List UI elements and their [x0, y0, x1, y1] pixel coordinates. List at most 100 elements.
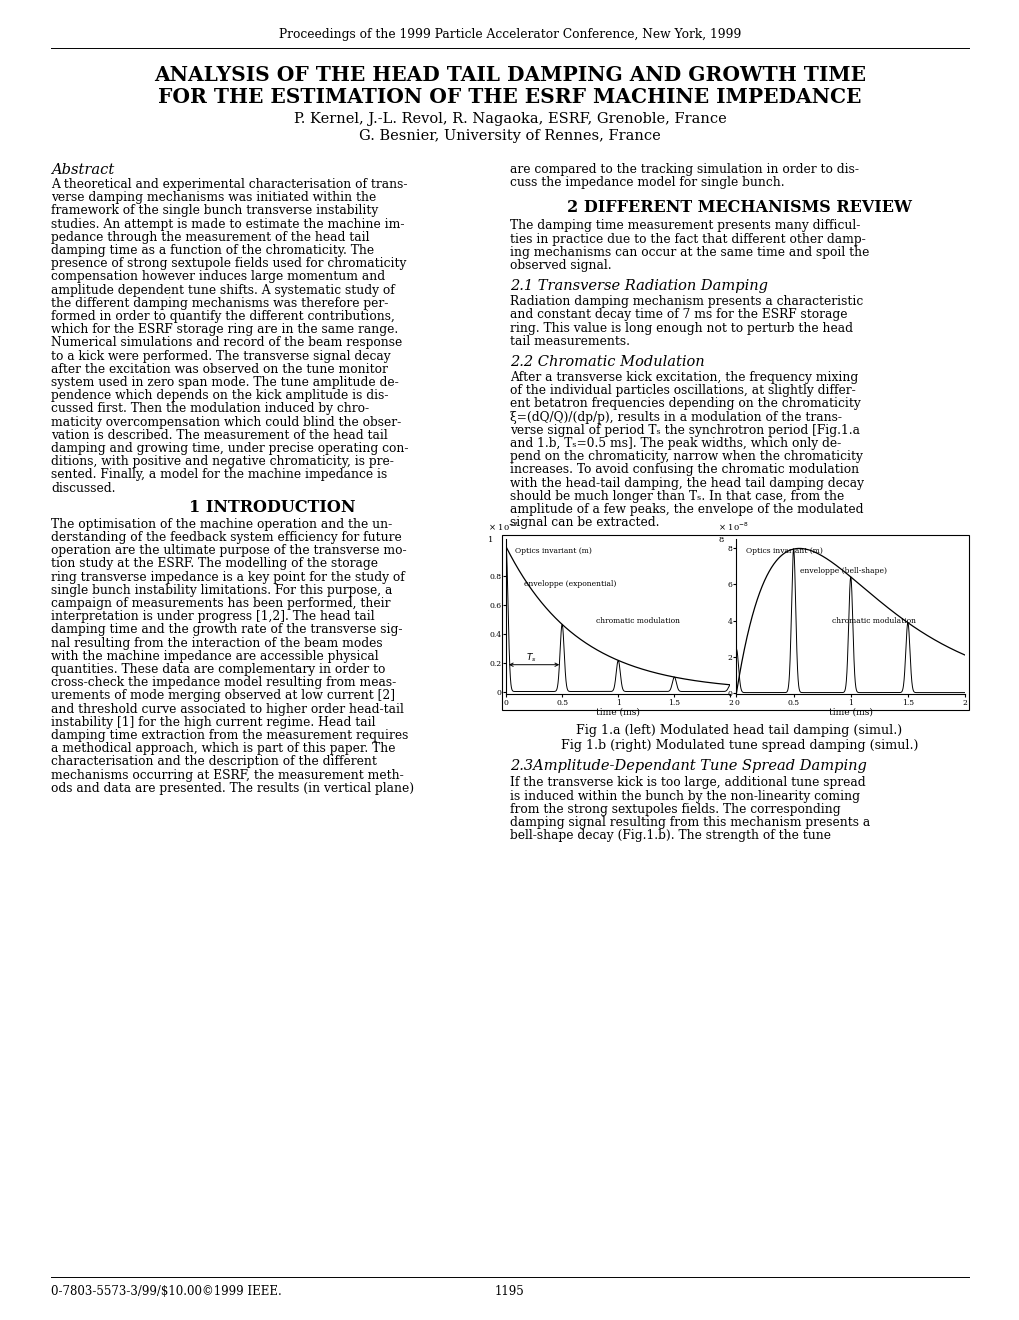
Text: 1 INTRODUCTION: 1 INTRODUCTION — [190, 499, 356, 516]
Text: damping time extraction from the measurement requires: damping time extraction from the measure… — [51, 729, 408, 742]
Text: A theoretical and experimental characterisation of trans-: A theoretical and experimental character… — [51, 178, 408, 191]
X-axis label: time (ms): time (ms) — [828, 708, 872, 717]
Text: damping time and the growth rate of the transverse sig-: damping time and the growth rate of the … — [51, 623, 403, 636]
Text: tail measurements.: tail measurements. — [510, 335, 630, 347]
Text: $T_s$: $T_s$ — [526, 651, 536, 664]
Text: framework of the single bunch transverse instability: framework of the single bunch transverse… — [51, 205, 378, 218]
Text: and constant decay time of 7 ms for the ESRF storage: and constant decay time of 7 ms for the … — [510, 309, 847, 321]
Text: compensation however induces large momentum and: compensation however induces large momen… — [51, 271, 385, 284]
Text: urements of mode merging observed at low current [2]: urements of mode merging observed at low… — [51, 689, 394, 702]
Text: instability [1] for the high current regime. Head tail: instability [1] for the high current reg… — [51, 715, 375, 729]
Text: mechanisms occurring at ESRF, the measurement meth-: mechanisms occurring at ESRF, the measur… — [51, 768, 404, 781]
Text: damping signal resulting from this mechanism presents a: damping signal resulting from this mecha… — [510, 816, 869, 829]
Text: If the transverse kick is too large, additional tune spread: If the transverse kick is too large, add… — [510, 776, 865, 789]
Text: Numerical simulations and record of the beam response: Numerical simulations and record of the … — [51, 337, 401, 350]
Text: 2.2 Chromatic Modulation: 2.2 Chromatic Modulation — [510, 355, 704, 370]
Text: Optics invariant (m): Optics invariant (m) — [515, 548, 591, 556]
Text: $\times$ 10$^{-8}$: $\times$ 10$^{-8}$ — [717, 521, 748, 533]
Text: 1: 1 — [487, 536, 493, 544]
Text: damping time as a function of the chromaticity. The: damping time as a function of the chroma… — [51, 244, 374, 257]
Text: tion study at the ESRF. The modelling of the storage: tion study at the ESRF. The modelling of… — [51, 557, 378, 570]
Text: 8: 8 — [717, 536, 722, 544]
Bar — [501, 536, 968, 710]
Text: discussed.: discussed. — [51, 482, 115, 495]
Text: After a transverse kick excitation, the frequency mixing: After a transverse kick excitation, the … — [510, 371, 857, 384]
Text: damping and growing time, under precise operating con-: damping and growing time, under precise … — [51, 442, 408, 455]
Text: quantities. These data are complementary in order to: quantities. These data are complementary… — [51, 663, 385, 676]
Text: signal can be extracted.: signal can be extracted. — [510, 516, 659, 529]
Text: 2.3Amplitude-Dependant Tune Spread Damping: 2.3Amplitude-Dependant Tune Spread Dampi… — [510, 759, 866, 774]
Text: to a kick were performed. The transverse signal decay: to a kick were performed. The transverse… — [51, 350, 390, 363]
Text: amplitude of a few peaks, the envelope of the modulated: amplitude of a few peaks, the envelope o… — [510, 503, 863, 516]
Text: ent betatron frequencies depending on the chromaticity: ent betatron frequencies depending on th… — [510, 397, 860, 411]
Text: campaign of measurements has been performed, their: campaign of measurements has been perfor… — [51, 597, 390, 610]
Text: 0-7803-5573-3/99/$10.00©1999 IEEE.: 0-7803-5573-3/99/$10.00©1999 IEEE. — [51, 1284, 281, 1298]
Text: Fig 1.a (left) Modulated head tail damping (simul.): Fig 1.a (left) Modulated head tail dampi… — [576, 725, 902, 738]
Text: cuss the impedance model for single bunch.: cuss the impedance model for single bunc… — [510, 176, 784, 189]
Text: with the machine impedance are accessible physical: with the machine impedance are accessibl… — [51, 649, 378, 663]
Text: amplitude dependent tune shifts. A systematic study of: amplitude dependent tune shifts. A syste… — [51, 284, 394, 297]
Text: chromatic modulation: chromatic modulation — [595, 616, 679, 626]
Text: Radiation damping mechanism presents a characteristic: Radiation damping mechanism presents a c… — [510, 296, 862, 308]
Text: Abstract: Abstract — [51, 162, 114, 177]
Text: characterisation and the description of the different: characterisation and the description of … — [51, 755, 376, 768]
Text: after the excitation was observed on the tune monitor: after the excitation was observed on the… — [51, 363, 387, 376]
X-axis label: time (ms): time (ms) — [596, 708, 640, 717]
Text: studies. An attempt is made to estimate the machine im-: studies. An attempt is made to estimate … — [51, 218, 405, 231]
Text: vation is described. The measurement of the head tail: vation is described. The measurement of … — [51, 429, 387, 442]
Text: are compared to the tracking simulation in order to dis-: are compared to the tracking simulation … — [510, 162, 858, 176]
Text: pend on the chromaticity, narrow when the chromaticity: pend on the chromaticity, narrow when th… — [510, 450, 862, 463]
Text: which for the ESRF storage ring are in the same range.: which for the ESRF storage ring are in t… — [51, 323, 397, 337]
Text: increases. To avoid confusing the chromatic modulation: increases. To avoid confusing the chroma… — [510, 463, 858, 477]
Text: enveloppe (bell-shape): enveloppe (bell-shape) — [800, 568, 887, 576]
Text: of the individual particles oscillations, at slightly differ-: of the individual particles oscillations… — [510, 384, 855, 397]
Text: ditions, with positive and negative chromaticity, is pre-: ditions, with positive and negative chro… — [51, 455, 393, 469]
Text: from the strong sextupoles fields. The corresponding: from the strong sextupoles fields. The c… — [510, 803, 840, 816]
Text: P. Kernel, J.-L. Revol, R. Nagaoka, ESRF, Grenoble, France: P. Kernel, J.-L. Revol, R. Nagaoka, ESRF… — [293, 112, 726, 125]
Text: 2 DIFFERENT MECHANISMS REVIEW: 2 DIFFERENT MECHANISMS REVIEW — [567, 199, 911, 216]
Text: verse damping mechanisms was initiated within the: verse damping mechanisms was initiated w… — [51, 191, 376, 205]
Text: The damping time measurement presents many difficul-: The damping time measurement presents ma… — [510, 219, 860, 232]
Text: and 1.b, Tₛ=0.5 ms]. The peak widths, which only de-: and 1.b, Tₛ=0.5 ms]. The peak widths, wh… — [510, 437, 841, 450]
Text: G. Besnier, University of Rennes, France: G. Besnier, University of Rennes, France — [359, 129, 660, 143]
Text: $\times$ 10$^{-7}$: $\times$ 10$^{-7}$ — [487, 521, 518, 533]
Text: Fig 1.b (right) Modulated tune spread damping (simul.): Fig 1.b (right) Modulated tune spread da… — [560, 739, 917, 752]
Text: pedance through the measurement of the head tail: pedance through the measurement of the h… — [51, 231, 369, 244]
Text: formed in order to quantify the different contributions,: formed in order to quantify the differen… — [51, 310, 394, 323]
Text: should be much longer than Tₛ. In that case, from the: should be much longer than Tₛ. In that c… — [510, 490, 844, 503]
Text: ring. This value is long enough not to perturb the head: ring. This value is long enough not to p… — [510, 322, 852, 334]
Text: 1195: 1195 — [494, 1284, 525, 1298]
Text: with the head-tail damping, the head tail damping decay: with the head-tail damping, the head tai… — [510, 477, 863, 490]
Text: system used in zero span mode. The tune amplitude de-: system used in zero span mode. The tune … — [51, 376, 398, 389]
Text: ξ=(dQ/Q)/(dp/p), results in a modulation of the trans-: ξ=(dQ/Q)/(dp/p), results in a modulation… — [510, 411, 841, 424]
Text: 2.1 Transverse Radiation Damping: 2.1 Transverse Radiation Damping — [510, 280, 767, 293]
Text: operation are the ultimate purpose of the transverse mo-: operation are the ultimate purpose of th… — [51, 544, 407, 557]
Text: cross-check the impedance model resulting from meas-: cross-check the impedance model resultin… — [51, 676, 395, 689]
Text: presence of strong sextupole fields used for chromaticity: presence of strong sextupole fields used… — [51, 257, 406, 271]
Text: ANALYSIS OF THE HEAD TAIL DAMPING AND GROWTH TIME: ANALYSIS OF THE HEAD TAIL DAMPING AND GR… — [154, 65, 865, 84]
Text: ods and data are presented. The results (in vertical plane): ods and data are presented. The results … — [51, 781, 414, 795]
Text: FOR THE ESTIMATION OF THE ESRF MACHINE IMPEDANCE: FOR THE ESTIMATION OF THE ESRF MACHINE I… — [158, 87, 861, 107]
Text: pendence which depends on the kick amplitude is dis-: pendence which depends on the kick ampli… — [51, 389, 388, 403]
Text: verse signal of period Tₛ the synchrotron period [Fig.1.a: verse signal of period Tₛ the synchrotro… — [510, 424, 859, 437]
Text: nal resulting from the interaction of the beam modes: nal resulting from the interaction of th… — [51, 636, 382, 649]
Text: Optics invariant (m): Optics invariant (m) — [745, 548, 821, 556]
Text: ing mechanisms can occur at the same time and spoil the: ing mechanisms can occur at the same tim… — [510, 246, 868, 259]
Text: the different damping mechanisms was therefore per-: the different damping mechanisms was the… — [51, 297, 388, 310]
Text: observed signal.: observed signal. — [510, 259, 611, 272]
Text: and threshold curve associated to higher order head-tail: and threshold curve associated to higher… — [51, 702, 404, 715]
Text: a methodical approach, which is part of this paper. The: a methodical approach, which is part of … — [51, 742, 395, 755]
Text: Proceedings of the 1999 Particle Accelerator Conference, New York, 1999: Proceedings of the 1999 Particle Acceler… — [278, 28, 741, 41]
Text: cussed first. Then the modulation induced by chro-: cussed first. Then the modulation induce… — [51, 403, 369, 416]
Text: sented. Finally, a model for the machine impedance is: sented. Finally, a model for the machine… — [51, 469, 387, 482]
Text: ring transverse impedance is a key point for the study of: ring transverse impedance is a key point… — [51, 570, 405, 583]
Text: ties in practice due to the fact that different other damp-: ties in practice due to the fact that di… — [510, 232, 865, 246]
Text: single bunch instability limitations. For this purpose, a: single bunch instability limitations. Fo… — [51, 583, 392, 597]
Text: The optimisation of the machine operation and the un-: The optimisation of the machine operatio… — [51, 517, 392, 531]
Text: interpretation is under progress [1,2]. The head tail: interpretation is under progress [1,2]. … — [51, 610, 374, 623]
Text: bell-shape decay (Fig.1.b). The strength of the tune: bell-shape decay (Fig.1.b). The strength… — [510, 829, 830, 842]
Text: maticity overcompensation which could blind the obser-: maticity overcompensation which could bl… — [51, 416, 400, 429]
Text: derstanding of the feedback system efficiency for future: derstanding of the feedback system effic… — [51, 531, 401, 544]
Text: is induced within the bunch by the non-linearity coming: is induced within the bunch by the non-l… — [510, 789, 859, 803]
Text: enveloppe (exponential): enveloppe (exponential) — [524, 579, 615, 587]
